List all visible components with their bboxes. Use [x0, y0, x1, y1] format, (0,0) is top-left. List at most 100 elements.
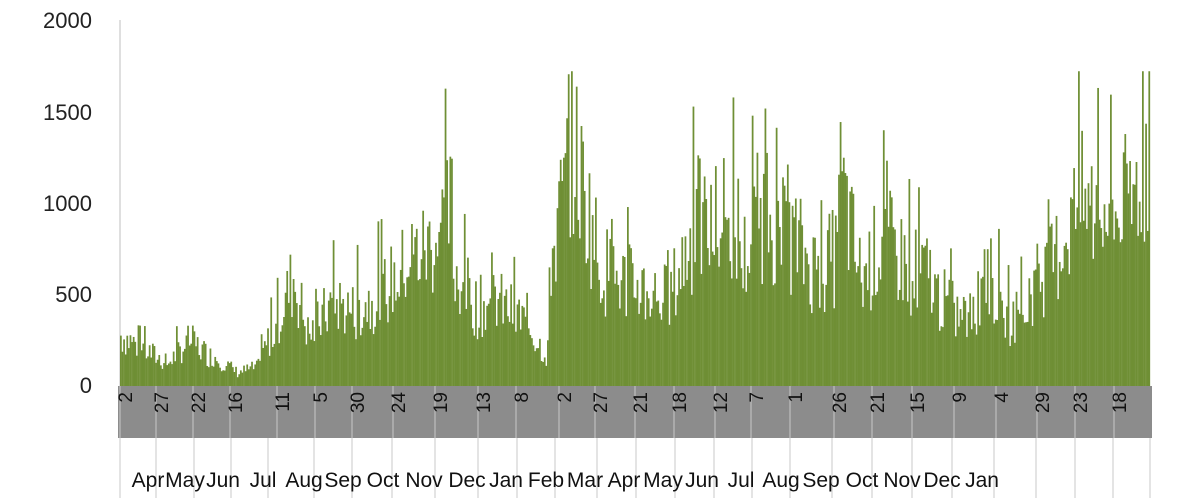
day-tick-label: 11	[273, 392, 294, 412]
bar	[623, 256, 626, 386]
bar	[387, 322, 389, 386]
bar	[228, 363, 231, 386]
bar	[838, 174, 840, 386]
bar	[489, 298, 492, 386]
bar	[190, 343, 193, 386]
bar	[775, 127, 778, 387]
bar	[746, 266, 749, 386]
bar	[335, 299, 338, 386]
bar	[607, 280, 610, 386]
bar	[460, 291, 463, 386]
bar	[332, 240, 335, 386]
bar	[211, 365, 213, 386]
bar	[823, 312, 826, 386]
bar	[951, 280, 954, 386]
bar	[358, 299, 361, 386]
bar	[679, 289, 682, 386]
bar	[1134, 184, 1136, 386]
bar	[868, 231, 871, 386]
bar	[889, 190, 892, 386]
bar	[323, 288, 325, 386]
bar	[834, 215, 837, 386]
bar	[492, 275, 495, 386]
bar	[1071, 199, 1074, 386]
bar	[674, 315, 677, 386]
bar	[807, 264, 810, 386]
bar	[212, 366, 215, 386]
bar	[738, 241, 741, 386]
bar	[598, 279, 600, 386]
bar	[871, 295, 874, 386]
bar	[591, 215, 594, 386]
bar	[1119, 242, 1122, 386]
bar	[670, 271, 672, 386]
bar	[204, 343, 207, 386]
bar	[698, 158, 701, 386]
month-tick-label: Oct	[367, 469, 400, 492]
bar	[217, 363, 220, 386]
bar	[126, 335, 129, 386]
bar	[988, 314, 991, 386]
bar	[339, 282, 341, 386]
y-tick-label-0: 0	[80, 373, 92, 398]
bar	[1036, 243, 1039, 386]
bar	[764, 108, 767, 387]
bar	[1004, 337, 1007, 386]
bar	[940, 326, 943, 386]
bar	[1062, 268, 1064, 386]
bar	[470, 304, 473, 386]
bar	[516, 304, 519, 386]
bar	[268, 355, 271, 386]
bar	[743, 216, 746, 386]
day-tick-label: 26	[830, 392, 851, 413]
bar	[287, 302, 290, 386]
bar	[412, 254, 415, 386]
bar	[548, 267, 551, 386]
day-tick-label: 21	[868, 392, 889, 413]
bar	[395, 300, 397, 386]
bar	[954, 336, 957, 386]
bar	[499, 292, 501, 386]
bar	[454, 301, 457, 386]
day-tick-label: 21	[631, 392, 652, 413]
bar	[350, 313, 353, 386]
bar	[644, 319, 647, 386]
bar	[596, 262, 599, 386]
bar	[444, 88, 447, 386]
bar	[515, 331, 517, 386]
bar	[726, 219, 728, 386]
bar	[1089, 205, 1091, 386]
bar	[1146, 230, 1149, 386]
bar	[566, 118, 568, 387]
bar	[638, 313, 640, 386]
bar	[147, 356, 149, 386]
bar	[180, 363, 183, 386]
month-tick-label: Jul	[250, 469, 277, 492]
bar	[874, 295, 877, 386]
bar	[580, 126, 583, 386]
bar	[529, 335, 532, 386]
month-tick-label: Feb	[528, 469, 564, 492]
bar	[887, 226, 890, 386]
bar	[303, 326, 306, 386]
bar	[291, 317, 293, 386]
bar	[906, 301, 909, 386]
bar	[802, 284, 805, 386]
bar	[786, 164, 789, 386]
bar	[1100, 228, 1103, 386]
bar	[310, 339, 313, 386]
bar	[438, 232, 441, 386]
bar	[129, 335, 132, 386]
bar	[1074, 228, 1077, 386]
bar	[817, 255, 820, 386]
bar	[299, 305, 301, 386]
bar	[655, 301, 658, 386]
bar	[631, 263, 634, 386]
bar	[772, 285, 775, 386]
bar	[948, 279, 951, 386]
bar	[559, 159, 562, 386]
day-tick-label: 27	[591, 392, 612, 413]
bar	[420, 259, 423, 386]
bar	[1020, 256, 1023, 386]
